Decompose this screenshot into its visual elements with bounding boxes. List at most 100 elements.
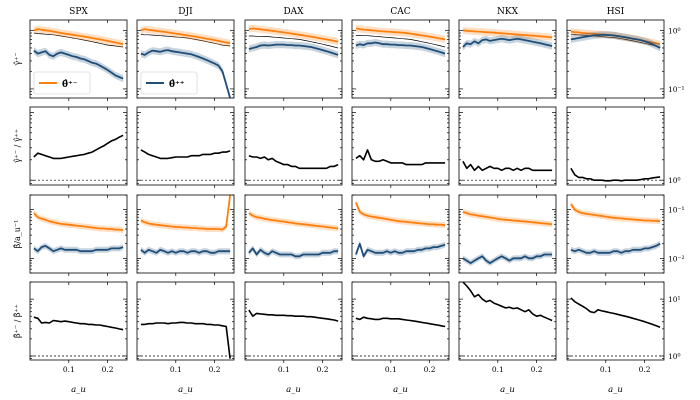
y-tick-label: 10⁰ [668,352,681,361]
plot-area [355,199,446,260]
axis-frame [244,19,343,99]
ratio-line [248,309,339,322]
reference-curve [248,35,339,49]
axis-frame [351,19,450,99]
plot-area [30,316,127,357]
legend-box [33,71,91,95]
series-theta-pp-band [355,38,446,58]
axis-frame [351,194,450,274]
series-theta-pm [355,202,446,227]
x-axis-label: a_u [71,385,86,395]
axis-frame [566,281,665,361]
y-tick-label: 10⁰ [668,176,681,185]
series-theta-pp [33,245,124,253]
x-axis-label: a_u [393,385,408,395]
series-theta-pp [462,253,553,264]
reference-curve [355,35,446,48]
series-theta-pp-band [248,245,339,260]
x-tick-label: 0.1 [492,365,504,374]
series-theta-pp [140,49,231,98]
axis-frame [351,281,450,361]
axis-frame [244,194,343,274]
column-title-nkx: NKX [497,7,519,17]
axis-frame [566,194,665,274]
y-axis-label: β̂⁺⁻ / β̂⁺⁺ [13,304,22,338]
column-title-dax: DAX [283,7,304,17]
x-axis-label: a_u [500,385,515,395]
column-title-spx: SPX [69,7,88,17]
y-tick-label: 10⁻² [668,254,685,263]
series-theta-pm-band [355,24,446,43]
panel-hsi-gamma_ratio: 10⁰ [566,106,681,188]
series-theta-pp [355,242,446,258]
series-theta-pp [248,247,339,258]
series-theta-pp-band [355,240,446,260]
panel-spx-beta: β̂/a_u⁻¹ [13,194,128,276]
axis-frame [566,106,665,186]
series-theta-pm [248,212,339,230]
axis-frame [458,19,557,99]
series-theta-pm [33,212,124,231]
panel-dji-gamma: θ̂⁺⁺ [136,19,235,101]
plot-area [570,201,661,256]
panel-cac-beta [351,194,450,276]
axis-frame [136,194,235,274]
panel-hsi-gamma: 10⁻¹ 10⁰ [566,19,685,101]
x-tick-label: 0.2 [209,365,221,374]
series-theta-pp [248,43,339,56]
ratio-line [462,282,553,322]
series-theta-pp [570,242,661,254]
series-theta-pm-band [570,201,661,225]
y-axis-label: γ̂⁺⁻ / γ̂⁺⁺ [13,129,22,163]
axis-frame [458,281,557,361]
panel-nkx-beta [458,194,557,276]
series-theta-pm-band [33,210,124,234]
panel-dji-beta [136,194,235,276]
panel-dji-gamma_ratio [136,106,235,188]
plot-area [462,208,553,266]
x-axis-label: a_u [608,385,623,395]
plot-area [248,210,339,260]
x-tick-label: 0.1 [170,365,182,374]
axis-frame [244,106,343,186]
ratio-line [355,149,446,166]
legend: θ̂⁺⁺ [140,71,198,95]
plot-area [137,149,234,181]
plot-area [140,195,231,256]
x-tick-label: 0.2 [424,365,436,374]
axis-frame [566,19,665,99]
y-tick-label: 10¹ [668,295,681,304]
plot-area [567,297,664,357]
series-theta-pm [33,28,124,46]
plot-area [352,316,449,357]
legend-box [140,71,198,95]
series-theta-pp-band [33,47,124,83]
plot-area [248,24,339,59]
panel-cac-gamma_ratio [351,106,450,188]
ratio-line [355,316,446,328]
x-axis-label: a_u [178,385,193,395]
column-title-dji: DJI [178,7,193,17]
panel-nkx-gamma_ratio [458,106,557,188]
panel-dax-beta_ratio: 0.1 0.2 [244,281,343,374]
column-title-hsi: HSI [607,7,625,17]
panel-spx-beta_ratio: 0.1 0.2 β̂⁺⁻ / β̂⁺⁺ [13,281,128,374]
plot-area [245,154,342,181]
panel-cac-gamma [351,19,450,101]
plot-area [140,25,231,98]
series-theta-pm-band [248,210,339,232]
axis-frame [136,106,235,186]
x-tick-label: 0.1 [600,365,612,374]
y-tick-label: 10⁻¹ [668,206,685,215]
plot-area [355,24,446,58]
x-tick-label: 0.1 [278,365,290,374]
ratio-line [570,167,661,182]
plot-area [33,25,124,83]
panel-nkx-gamma [458,19,557,101]
y-tick-label: 10⁻¹ [668,85,685,94]
x-axis-label: a_u [286,385,301,395]
x-tick-label: 0.1 [385,365,397,374]
plot-area [137,321,234,359]
series-theta-pm [248,27,339,43]
x-tick-label: 0.2 [317,365,329,374]
